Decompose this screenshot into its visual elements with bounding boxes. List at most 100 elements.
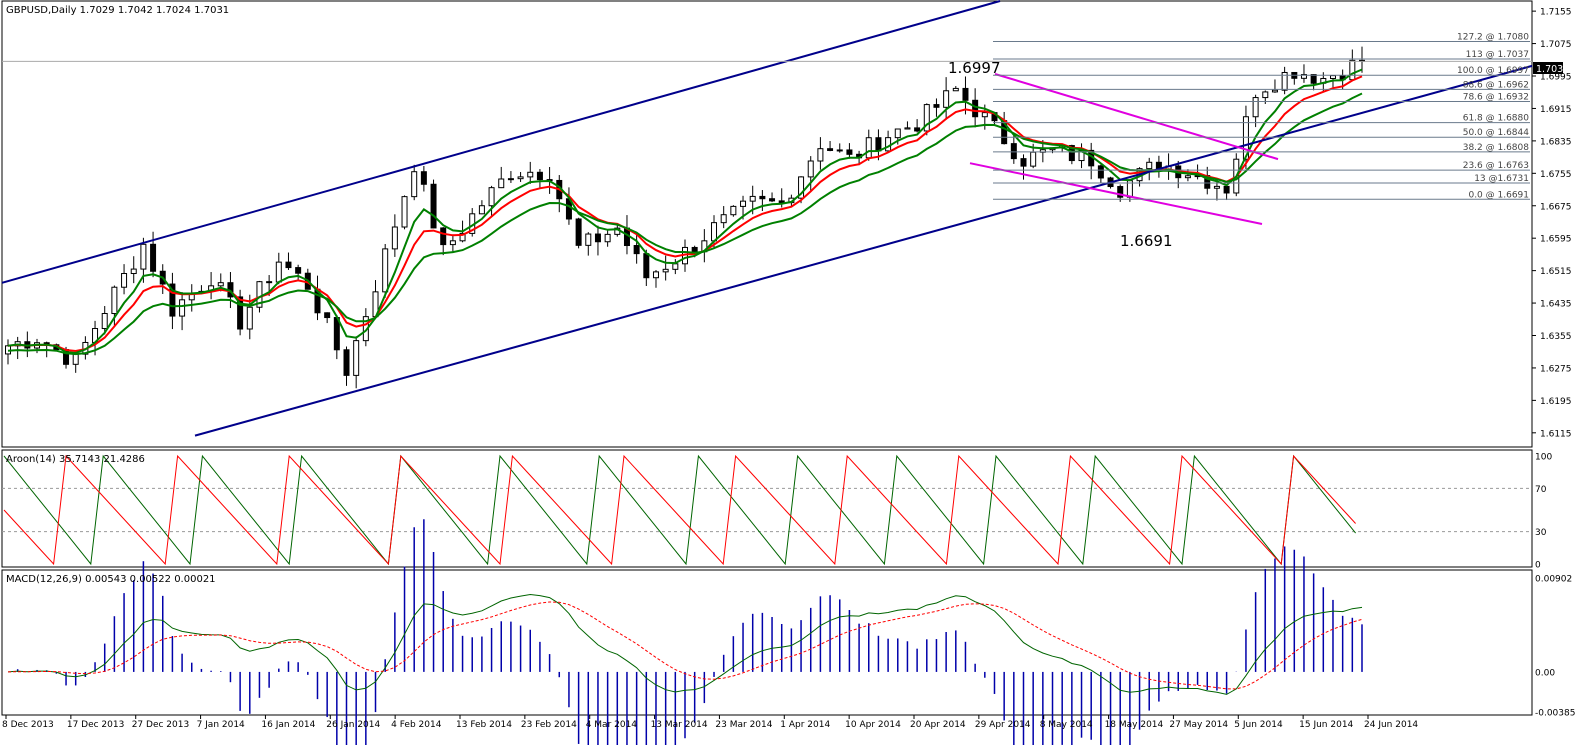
last-price-box — [1533, 62, 1563, 74]
bullish-candle — [1281, 71, 1288, 91]
date-tick-label: 7 Jan 2014 — [197, 720, 245, 730]
date-tick-label: 16 Jan 2014 — [261, 720, 315, 730]
bullish-candle — [807, 160, 814, 178]
fib-level-label: 100.0 @ 1.6997 — [1457, 66, 1529, 76]
macd-title: MACD(12,26,9) 0.00543 0.00522 0.00021 — [6, 574, 216, 585]
bullish-candle — [217, 282, 224, 287]
price-tick-label: 1.7155 — [1540, 8, 1572, 18]
fib-level-label: 127.2 @ 1.7080 — [1457, 33, 1529, 43]
macd-tick-label: 0.00 — [1535, 668, 1555, 678]
bullish-candle — [885, 137, 892, 152]
wedge-lower-line — [969, 162, 1263, 225]
ma-red-line — [7, 75, 1363, 353]
bearish-candle — [846, 149, 853, 155]
bullish-candle — [894, 128, 901, 139]
price-tick-label: 1.7075 — [1540, 40, 1572, 50]
date-tick-label: 8 Dec 2013 — [2, 720, 54, 730]
date-tick-label: 23 Mar 2014 — [715, 720, 772, 730]
bullish-candle — [672, 263, 679, 270]
bearish-candle — [420, 171, 427, 185]
bullish-candle — [179, 299, 186, 317]
bearish-candle — [343, 349, 350, 376]
bullish-candle — [1242, 116, 1249, 160]
date-tick-label: 13 Feb 2014 — [456, 720, 512, 730]
bearish-candle — [875, 137, 882, 152]
bearish-candle — [150, 243, 157, 272]
price-tick-label: 1.6515 — [1540, 267, 1572, 277]
fib-level-label: 61.8 @ 1.6880 — [1463, 114, 1530, 124]
bullish-candle — [952, 87, 959, 92]
macd-signal-line — [7, 601, 1363, 690]
bullish-candle — [478, 205, 485, 215]
bullish-candle — [585, 233, 592, 246]
fib-level-label: 78.6 @ 1.6932 — [1463, 93, 1529, 103]
fib-level-label: 0.0 @ 1.6691 — [1468, 190, 1529, 200]
channel-lower-line — [194, 64, 1533, 437]
bearish-candle — [914, 127, 921, 132]
annotation-high: 1.6997 — [948, 59, 1001, 77]
date-tick-label: 13 Mar 2014 — [651, 720, 708, 730]
bullish-candle — [1030, 151, 1037, 167]
bullish-candle — [391, 226, 398, 250]
date-tick-label: 23 Feb 2014 — [521, 720, 577, 730]
bearish-candle — [1223, 185, 1230, 194]
macd-tick-label: 0.00902 — [1535, 575, 1572, 585]
price-tick-label: 1.6435 — [1540, 300, 1572, 310]
bearish-candle — [1117, 186, 1124, 198]
date-tick-label: 18 May 2014 — [1105, 720, 1164, 730]
date-tick-label: 4 Mar 2014 — [586, 720, 638, 730]
bullish-candle — [981, 112, 988, 118]
bullish-candle — [720, 214, 727, 224]
annotation-low: 1.6691 — [1120, 232, 1173, 250]
bullish-candle — [1262, 91, 1269, 99]
bearish-candle — [440, 227, 447, 246]
bullish-candle — [527, 171, 534, 178]
bearish-candle — [285, 261, 292, 269]
bullish-candle — [740, 200, 747, 207]
bullish-candle — [411, 171, 418, 198]
bearish-candle — [633, 245, 640, 255]
bullish-candle — [449, 240, 456, 246]
bullish-candle — [256, 281, 263, 308]
bearish-candle — [933, 104, 940, 108]
bullish-candle — [943, 90, 950, 108]
bearish-candle — [827, 148, 834, 151]
bullish-candle — [923, 104, 930, 132]
aroon-tick-label: 30 — [1535, 528, 1547, 538]
bearish-candle — [169, 283, 176, 317]
bullish-candle — [121, 273, 128, 288]
bearish-candle — [1020, 158, 1027, 167]
bearish-candle — [295, 267, 302, 274]
bullish-candle — [382, 248, 389, 293]
date-tick-label: 26 Jan 2014 — [326, 720, 380, 730]
fib-level-label: 23.6 @ 1.6763 — [1463, 161, 1529, 171]
bullish-candle — [904, 127, 911, 130]
date-tick-label: 4 Feb 2014 — [391, 720, 442, 730]
date-tick-label: 24 Jun 2014 — [1364, 720, 1418, 730]
bearish-candle — [575, 218, 582, 246]
bullish-candle — [1252, 97, 1259, 118]
price-tick-label: 1.6835 — [1540, 137, 1572, 147]
aroon-down-line — [3, 454, 1356, 566]
price-panel — [1, 0, 1533, 448]
bullish-candle — [604, 233, 611, 243]
price-tick-label: 1.6275 — [1540, 364, 1572, 374]
macd-line — [7, 593, 1363, 695]
price-tick-label: 1.6115 — [1540, 429, 1572, 439]
bullish-candle — [652, 271, 659, 279]
aroon-tick-label: 0 — [1535, 561, 1541, 571]
bullish-candle — [1300, 74, 1307, 79]
bullish-candle — [101, 313, 108, 330]
wedge-upper-line — [994, 73, 1279, 161]
date-tick-label: 27 May 2014 — [1169, 720, 1228, 730]
bearish-candle — [769, 198, 776, 202]
bullish-candle — [1271, 89, 1278, 93]
bearish-candle — [266, 281, 273, 284]
bullish-candle — [72, 353, 79, 365]
bearish-candle — [324, 312, 331, 319]
bullish-candle — [130, 268, 137, 275]
bullish-candle — [353, 340, 360, 376]
aroon-up-line — [3, 454, 1356, 566]
price-tick-label: 1.6355 — [1540, 332, 1572, 342]
